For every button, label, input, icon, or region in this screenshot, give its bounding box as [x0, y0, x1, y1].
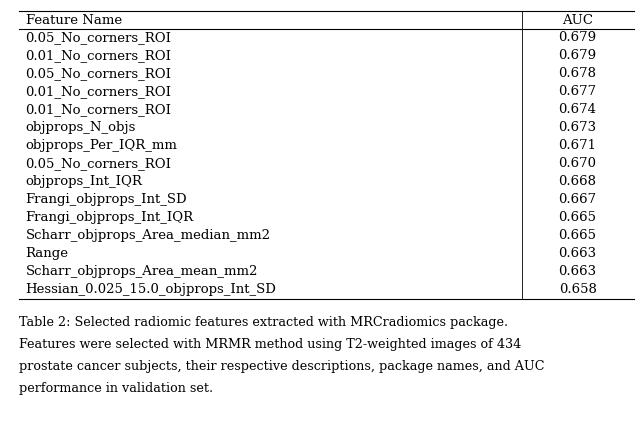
Text: 0.665: 0.665 — [559, 211, 596, 224]
Text: 0.01_No_corners_ROI: 0.01_No_corners_ROI — [26, 85, 172, 98]
Text: Table 2: Selected radiomic features extracted with MRCradiomics package.: Table 2: Selected radiomic features extr… — [19, 316, 508, 329]
Text: 0.05_No_corners_ROI: 0.05_No_corners_ROI — [26, 31, 172, 44]
Text: 0.677: 0.677 — [559, 85, 596, 98]
Text: performance in validation set.: performance in validation set. — [19, 382, 213, 395]
Text: Range: Range — [26, 247, 68, 260]
Text: Hessian_0.025_15.0_objprops_Int_SD: Hessian_0.025_15.0_objprops_Int_SD — [26, 283, 276, 296]
Text: 0.673: 0.673 — [559, 121, 596, 134]
Text: Scharr_objprops_Area_mean_mm2: Scharr_objprops_Area_mean_mm2 — [26, 265, 258, 279]
Text: 0.671: 0.671 — [559, 139, 596, 152]
Text: 0.667: 0.667 — [559, 193, 596, 206]
Text: 0.668: 0.668 — [559, 175, 596, 188]
Text: objprops_Per_IQR_mm: objprops_Per_IQR_mm — [26, 139, 177, 152]
Text: AUC: AUC — [562, 14, 593, 27]
Text: Scharr_objprops_Area_median_mm2: Scharr_objprops_Area_median_mm2 — [26, 229, 271, 243]
Text: objprops_N_objs: objprops_N_objs — [26, 121, 136, 134]
Text: 0.665: 0.665 — [559, 229, 596, 243]
Text: 0.663: 0.663 — [559, 247, 596, 260]
Text: Frangi_objprops_Int_IQR: Frangi_objprops_Int_IQR — [26, 211, 194, 224]
Text: 0.663: 0.663 — [559, 265, 596, 279]
Text: 0.678: 0.678 — [559, 67, 596, 80]
Text: 0.679: 0.679 — [559, 49, 596, 62]
Text: 0.679: 0.679 — [559, 31, 596, 44]
Text: 0.05_No_corners_ROI: 0.05_No_corners_ROI — [26, 67, 172, 80]
Text: 0.01_No_corners_ROI: 0.01_No_corners_ROI — [26, 103, 172, 116]
Text: 0.658: 0.658 — [559, 283, 596, 296]
Text: Feature Name: Feature Name — [26, 14, 122, 27]
Text: 0.01_No_corners_ROI: 0.01_No_corners_ROI — [26, 49, 172, 62]
Text: objprops_Int_IQR: objprops_Int_IQR — [26, 175, 143, 188]
Text: 0.05_No_corners_ROI: 0.05_No_corners_ROI — [26, 157, 172, 170]
Text: Features were selected with MRMR method using T2-weighted images of 434: Features were selected with MRMR method … — [19, 338, 522, 351]
Text: Frangi_objprops_Int_SD: Frangi_objprops_Int_SD — [26, 193, 188, 206]
Text: 0.670: 0.670 — [559, 157, 596, 170]
Text: prostate cancer subjects, their respective descriptions, package names, and AUC: prostate cancer subjects, their respecti… — [19, 360, 545, 373]
Text: 0.674: 0.674 — [559, 103, 596, 116]
